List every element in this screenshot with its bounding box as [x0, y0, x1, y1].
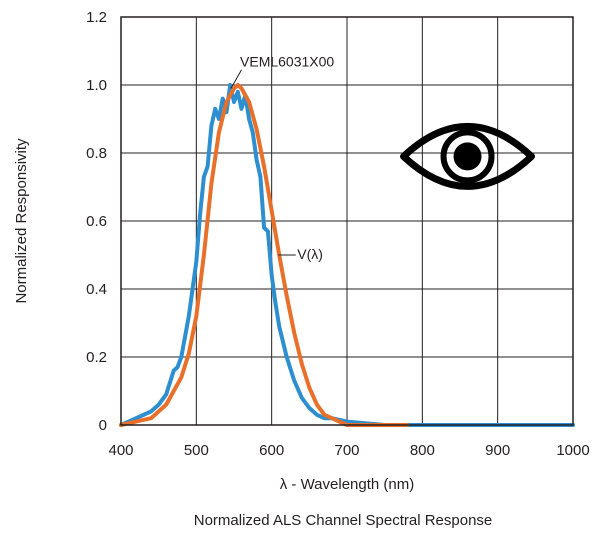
x-tick-label: 700	[334, 442, 359, 459]
annotation-veml6031x00: VEML6031X00	[240, 53, 334, 69]
y-tick-label: 0.6	[86, 213, 107, 230]
x-axis-label: λ - Wavelength (nm)	[280, 476, 414, 493]
y-tick-label: 0.4	[86, 281, 107, 298]
y-tick-label: 0.2	[86, 349, 107, 366]
x-tick-label: 1000	[556, 442, 589, 459]
y-axis-ticks: 0 0.2 0.4 0.6 0.8 1.0 1.2	[86, 9, 107, 434]
annotation-leader-veml	[230, 69, 242, 89]
x-axis-ticks: 400 500 600 700 800 900 1000	[108, 442, 589, 459]
x-tick-label: 800	[410, 442, 435, 459]
chart-caption: Normalized ALS Channel Spectral Response	[194, 512, 493, 529]
series-line-v-lambda	[119, 83, 410, 427]
y-tick-label: 1.2	[86, 9, 107, 26]
x-tick-label: 400	[108, 442, 133, 459]
y-tick-label: 0	[99, 417, 107, 434]
x-tick-label: 500	[184, 442, 209, 459]
x-tick-label: 900	[485, 442, 510, 459]
y-axis-label: Normalized Responsivity	[13, 138, 30, 304]
x-tick-label: 600	[259, 442, 284, 459]
y-tick-label: 0.8	[86, 145, 107, 162]
y-tick-label: 1.0	[86, 77, 107, 94]
annotation-v-lambda: V(λ)	[297, 246, 323, 262]
series-layer	[119, 83, 575, 427]
eye-icon	[400, 123, 536, 190]
grid	[120, 16, 574, 426]
plot-frame	[120, 16, 574, 426]
series-line-veml6031x00	[119, 83, 575, 427]
